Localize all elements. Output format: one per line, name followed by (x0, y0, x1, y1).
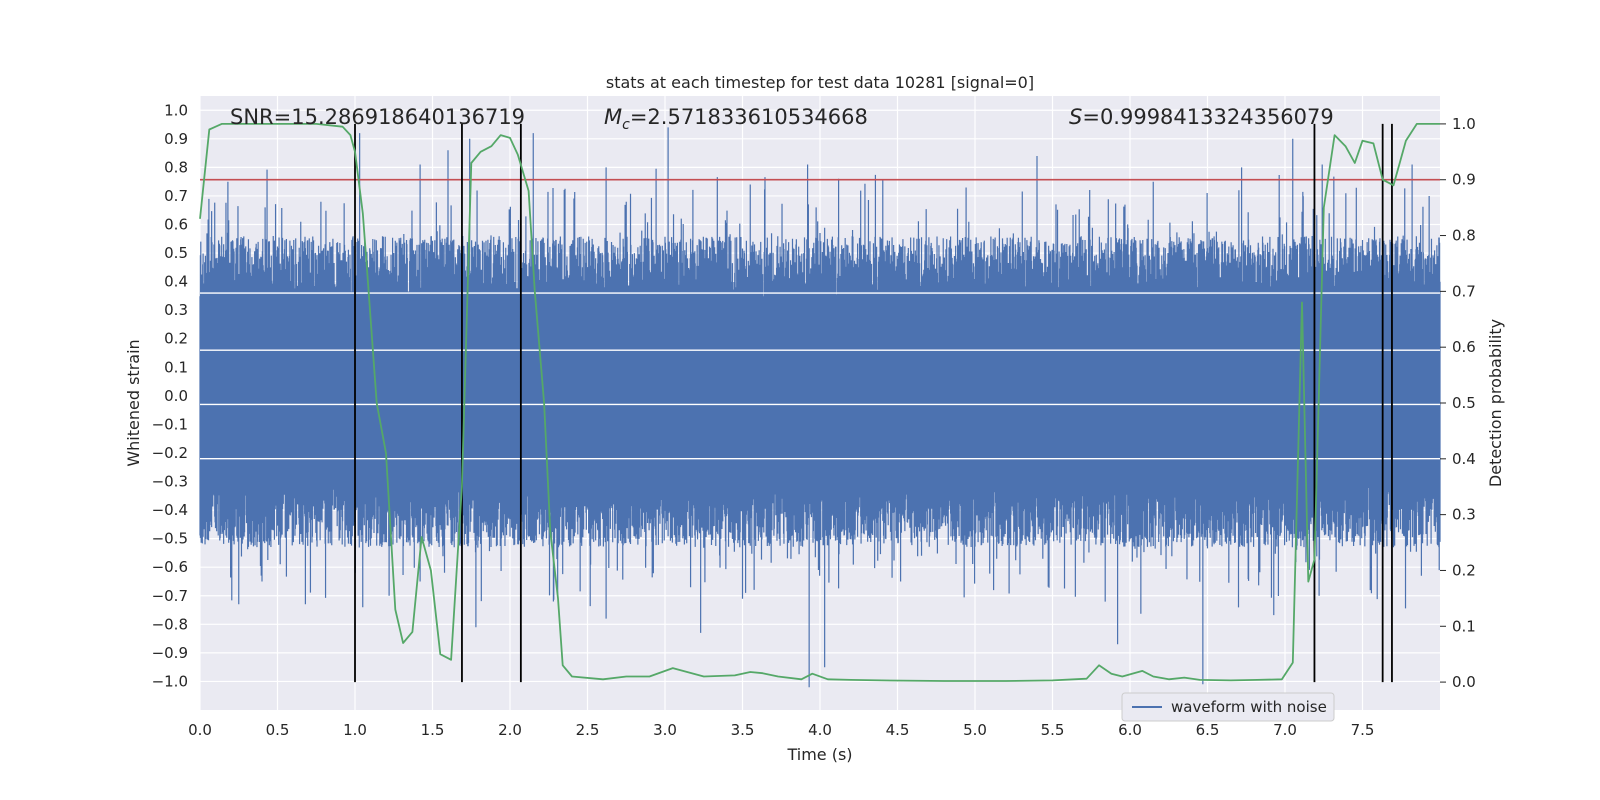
y-tick-label: −0.6 (152, 558, 188, 576)
s-symbol: S (1069, 105, 1082, 129)
y2-tick-label: 0.5 (1452, 394, 1476, 412)
y2-tick-label: 0.2 (1452, 561, 1476, 579)
y-tick-label: 0.2 (164, 330, 188, 348)
y-tick-label: 0.6 (164, 216, 188, 234)
x-tick-label: 1.0 (343, 721, 367, 739)
y-tick-label: 0.7 (164, 187, 188, 205)
legend: waveform with noise (1121, 692, 1335, 722)
x-tick-label: 5.5 (1041, 721, 1065, 739)
y-tick-labels: 1.0 0.9 0.8 0.7 0.6 0.5 0.4 0.3 0.2 0.1 0.0 −0.1 −0.… (152, 101, 188, 690)
chirp-mass-subscript: c (622, 117, 630, 133)
y2-tick-label: 0.7 (1452, 282, 1476, 300)
y-tick-label: −1.0 (152, 672, 188, 690)
y-tick-label: 0.0 (164, 387, 188, 405)
legend-entry-waveform: waveform with noise (1171, 698, 1327, 716)
x-tick-label: 6.0 (1118, 721, 1142, 739)
y2-tick-label: 0.6 (1452, 338, 1476, 356)
y-tick-label: 0.1 (164, 358, 188, 376)
y-tick-label: 1.0 (164, 101, 188, 119)
y2-tick-labels: 1.0 0.9 0.8 0.7 0.6 0.5 0.4 0.3 0.2 0.1 0.0 (1440, 115, 1476, 691)
waveform-with-noise-series (199, 127, 1441, 688)
detection-probability-series (199, 123, 1440, 682)
y2-tick-label: 0.0 (1452, 673, 1476, 691)
y-tick-label: −0.8 (152, 615, 188, 633)
x-axis-label: Time (s) (786, 745, 852, 764)
detection-probability-line (199, 123, 1440, 682)
chirp-mass-value: =2.571833610534668 (630, 105, 868, 129)
x-tick-label: 3.5 (731, 721, 755, 739)
x-tick-label: 2.5 (576, 721, 600, 739)
x-tick-label: 4.5 (886, 721, 910, 739)
x-tick-label: 0.5 (266, 721, 290, 739)
waveform-trace (199, 127, 1441, 688)
x-tick-label: 5.0 (963, 721, 987, 739)
y-tick-label: 0.4 (164, 273, 188, 291)
y2-tick-label: 1.0 (1452, 115, 1476, 133)
y-tick-label: −0.7 (152, 587, 188, 605)
chirp-mass-symbol: M (604, 105, 622, 129)
x-tick-label: 4.0 (808, 721, 832, 739)
y2-axis-label: Detection probability (1486, 319, 1505, 487)
x-tick-label: 7.5 (1351, 721, 1375, 739)
overlay-grid-lines (200, 292, 1440, 460)
y-tick-label: −0.1 (152, 415, 188, 433)
y2-tick-label: 0.8 (1452, 227, 1476, 245)
x-tick-label: 7.0 (1273, 721, 1297, 739)
y-tick-label: 0.8 (164, 158, 188, 176)
chart-title: stats at each timestep for test data 102… (606, 73, 1034, 92)
vertical-marker-lines (354, 123, 1393, 683)
legend-box (1121, 692, 1335, 722)
y-tick-label: −0.5 (152, 530, 188, 548)
x-tick-label: 6.5 (1196, 721, 1220, 739)
y-axis-label: Whitened strain (124, 339, 143, 466)
y-tick-label: 0.3 (164, 301, 188, 319)
x-tick-label: 2.0 (498, 721, 522, 739)
s-annotation: S=0.9998413324356079 (1069, 105, 1334, 129)
x-tick-label: 1.5 (421, 721, 445, 739)
x-tick-labels: 0.0 0.5 1.0 1.5 2.0 2.5 3.0 3.5 4.0 4.5 5.0 5.5 6.0 6… (188, 721, 1374, 739)
y2-tick-label: 0.4 (1452, 450, 1476, 468)
chirp-mass-annotation: Mc=2.571833610534668 (604, 105, 868, 133)
y2-tick-label: 0.1 (1452, 617, 1476, 635)
y-tick-label: −0.9 (152, 644, 188, 662)
y2-tick-label: 0.9 (1452, 171, 1476, 189)
x-tick-label: 3.0 (653, 721, 677, 739)
x-tick-label: 0.0 (188, 721, 212, 739)
y-tick-label: −0.3 (152, 473, 188, 491)
y-tick-label: −0.4 (152, 501, 188, 519)
y-tick-label: 0.9 (164, 130, 188, 148)
y-tick-label: −0.2 (152, 444, 188, 462)
y-tick-label: 0.5 (164, 244, 188, 262)
y2-tick-label: 0.3 (1452, 506, 1476, 524)
snr-annotation: SNR=15.286918640136719 (230, 105, 525, 129)
s-value: =0.9998413324356079 (1082, 105, 1333, 129)
